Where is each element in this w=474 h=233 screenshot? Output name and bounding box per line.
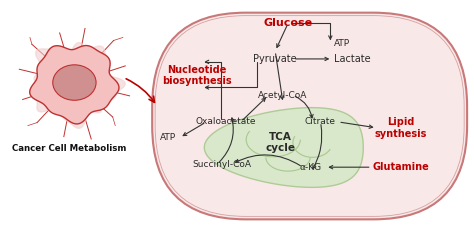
- Text: Succinyl-CoA: Succinyl-CoA: [192, 160, 252, 169]
- Text: Oxaloacetate: Oxaloacetate: [196, 117, 256, 127]
- Text: Lactate: Lactate: [334, 54, 370, 64]
- Text: Acetyl-CoA: Acetyl-CoA: [258, 91, 308, 100]
- FancyBboxPatch shape: [152, 13, 467, 219]
- Text: Lipid
synthesis: Lipid synthesis: [375, 117, 428, 139]
- Text: ATP: ATP: [160, 133, 176, 142]
- Text: ATP: ATP: [334, 39, 350, 48]
- Polygon shape: [204, 108, 363, 187]
- Polygon shape: [30, 43, 125, 128]
- Ellipse shape: [53, 65, 96, 100]
- Text: Citrate: Citrate: [305, 117, 336, 127]
- Text: Glutamine: Glutamine: [373, 162, 429, 172]
- Text: TCA
cycle: TCA cycle: [265, 132, 295, 153]
- Text: Glucose: Glucose: [264, 18, 312, 28]
- Text: Pyruvate: Pyruvate: [254, 54, 297, 64]
- Text: α-KG: α-KG: [300, 163, 322, 172]
- Polygon shape: [30, 46, 119, 124]
- Text: Nucleotide
biosynthesis: Nucleotide biosynthesis: [162, 65, 231, 86]
- Text: Cancer Cell Metabolism: Cancer Cell Metabolism: [12, 144, 127, 153]
